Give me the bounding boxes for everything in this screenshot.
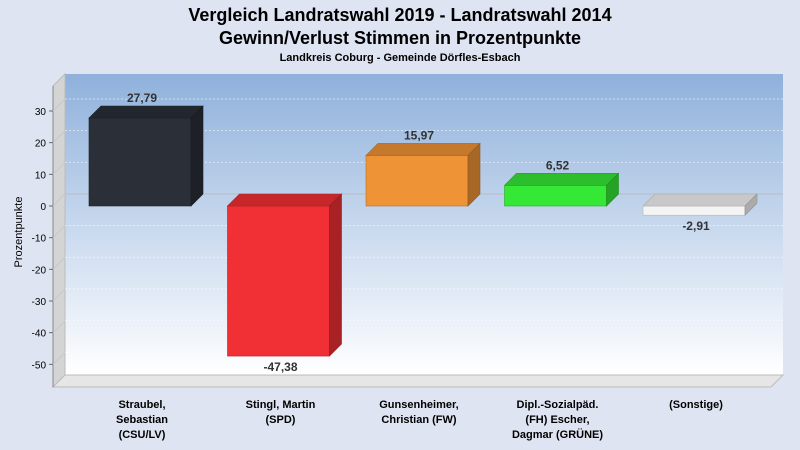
x-category-label: Dipl.-Sozialpäd. (FH) Escher, Dagmar (GRÜN…	[493, 398, 623, 443]
bar-front	[88, 117, 192, 207]
x-category-label-line: Sebastian	[116, 414, 168, 426]
bar-side	[606, 172, 619, 207]
bar-top	[226, 193, 343, 207]
y-tick-label: -40	[32, 329, 47, 340]
bar-front	[642, 205, 746, 216]
y-tick-label: -10	[32, 234, 47, 245]
bar-front	[227, 205, 330, 357]
chart-title-line1: Vergleich Landratswahl 2019 - Landratswa…	[188, 5, 612, 25]
bar-1	[88, 105, 204, 207]
y-tick-label: -20	[32, 265, 47, 276]
bar-3	[365, 142, 481, 207]
chart-title-line2: Gewinn/Verlust Stimmen in Prozentpunkte	[218, 28, 582, 48]
x-category-label: (Sonstige)	[631, 398, 761, 413]
y-tick-label: 10	[35, 170, 47, 181]
plot-floor	[51, 374, 785, 388]
chart-subtitle: Landkreis Coburg - Gemeinde Dörfles-Esba…	[279, 52, 521, 64]
bar-4	[503, 172, 620, 207]
x-category-label-line: Dagmar (GRÜNE)	[511, 429, 604, 441]
grid-line-side	[52, 225, 66, 239]
bar-side	[190, 105, 204, 207]
grid-line-side	[52, 130, 66, 144]
y-tick-label: 20	[35, 139, 47, 150]
data-label: 27,79	[127, 91, 157, 105]
bar-front	[504, 185, 607, 207]
x-category-label: Straubel, Sebastian (CSU/LV)	[77, 398, 207, 443]
grid-line-side	[52, 288, 66, 302]
bar-side	[467, 142, 481, 207]
y-tick-label: -30	[32, 297, 47, 308]
bar-top	[88, 105, 204, 119]
data-label: -47,38	[263, 360, 297, 374]
grid-line-side	[52, 193, 66, 207]
x-category-label-line: Dipl.-Sozialpäd.	[516, 399, 599, 411]
y-tick-label: 0	[40, 202, 46, 213]
x-category-label-line: (CSU/LV)	[118, 429, 166, 441]
x-category-label-line: Gunsenheimer,	[379, 399, 459, 411]
data-label: 6,52	[546, 158, 570, 172]
bar-side	[329, 193, 342, 357]
x-category-label: Gunsenheimer, Christian (FW)	[354, 398, 484, 428]
x-category-label-line: Straubel,	[118, 399, 166, 411]
grid-line-side	[52, 256, 66, 270]
x-category-label-line: Christian (FW)	[381, 414, 457, 426]
bar-top	[642, 193, 758, 207]
bar-side	[744, 193, 758, 216]
x-category-label: Stingl, Martin (SPD)	[216, 398, 346, 428]
bar-front	[365, 155, 469, 207]
grid-line-side	[52, 351, 66, 365]
bar-top	[365, 143, 481, 156]
bar-2	[226, 193, 343, 357]
grid-line-side	[52, 161, 66, 175]
plot-side-wall	[52, 72, 66, 389]
y-tick-label: 30	[35, 107, 47, 118]
grid-line-side	[52, 320, 66, 334]
x-category-label-line: (Sonstige)	[669, 399, 723, 411]
data-label: -2,91	[682, 219, 710, 233]
x-category-label-line: Stingl, Martin	[245, 399, 316, 411]
y-tick-label: -50	[32, 360, 47, 371]
bar-top	[503, 173, 620, 186]
x-category-label-line: (SPD)	[265, 414, 296, 426]
grid-line-side	[52, 98, 66, 112]
x-category-label-line: (FH) Escher,	[525, 414, 590, 426]
y-axis-label: Prozentpunkte	[13, 197, 25, 268]
bar-5	[642, 193, 758, 216]
data-label: 15,97	[404, 128, 434, 142]
